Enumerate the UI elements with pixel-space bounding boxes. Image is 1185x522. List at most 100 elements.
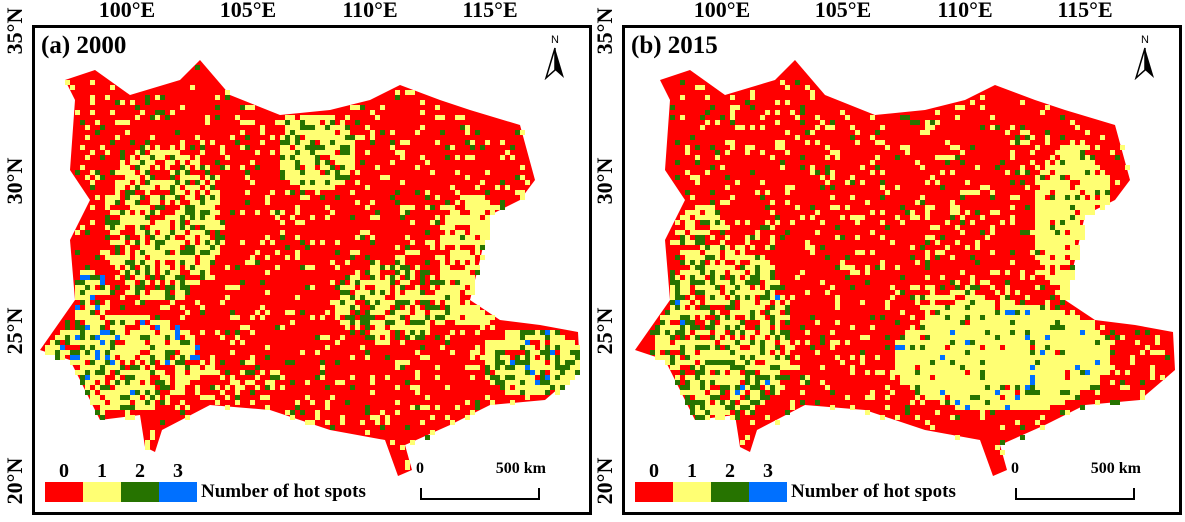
- hotspot-cell: [150, 180, 155, 185]
- hotspot-cell: [275, 370, 280, 375]
- hotspot-cell: [435, 300, 440, 305]
- hotspot-cell: [425, 330, 430, 335]
- hotspot-cell: [115, 255, 120, 260]
- hotspot-cell: [1055, 195, 1060, 200]
- hotspot-cell: [1035, 225, 1040, 230]
- hotspot-cell: [730, 140, 735, 145]
- hotspot-cell: [125, 265, 130, 270]
- hotspot-cell: [1010, 320, 1015, 325]
- hotspot-cell: [140, 375, 145, 380]
- hotspot-cell: [205, 185, 210, 190]
- hotspot-cell: [500, 340, 505, 345]
- hotspot-cell: [180, 385, 185, 390]
- hotspot-cell: [145, 390, 150, 395]
- hotspot-cell: [485, 350, 490, 355]
- hotspot-cell: [445, 415, 450, 420]
- hotspot-cell: [950, 280, 955, 285]
- hotspot-cell: [540, 330, 545, 335]
- hotspot-cell: [325, 140, 330, 145]
- hotspot-cell: [330, 170, 335, 175]
- hotspot-cell: [535, 390, 540, 395]
- hotspot-cell: [540, 385, 545, 390]
- hotspot-cell: [170, 190, 175, 195]
- hotspot-cell: [780, 285, 785, 290]
- hotspot-cell: [135, 405, 140, 410]
- hotspot-cell: [1040, 235, 1045, 240]
- hotspot-cell: [160, 375, 165, 380]
- hotspot-cell: [825, 155, 830, 160]
- hotspot-cell: [205, 120, 210, 125]
- hotspot-cell: [1045, 165, 1050, 170]
- hotspot-cell: [445, 200, 450, 205]
- hotspot-cell: [190, 215, 195, 220]
- hotspot-cell: [895, 265, 900, 270]
- hotspot-cell: [75, 280, 80, 285]
- hotspot-cell: [850, 135, 855, 140]
- hotspot-cell: [480, 220, 485, 225]
- hotspot-cell: [280, 385, 285, 390]
- hotspot-cell: [155, 280, 160, 285]
- hotspot-cell: [315, 130, 320, 135]
- hotspot-cell: [135, 345, 140, 350]
- hotspot-cell: [1040, 215, 1045, 220]
- hotspot-cell: [100, 390, 105, 395]
- hotspot-cell: [145, 160, 150, 165]
- hotspot-cell: [1095, 175, 1100, 180]
- hotspot-cell: [1065, 215, 1070, 220]
- hotspot-cell: [425, 315, 430, 320]
- hotspot-cell: [685, 290, 690, 295]
- hotspot-cell: [120, 210, 125, 215]
- hotspot-cell: [315, 190, 320, 195]
- hotspot-cell: [870, 135, 875, 140]
- hotspot-cell: [95, 395, 100, 400]
- hotspot-cell: [850, 285, 855, 290]
- hotspot-cell: [550, 330, 555, 335]
- hotspot-cell: [185, 415, 190, 420]
- hotspot-cell: [1080, 150, 1085, 155]
- hotspot-cell: [1010, 195, 1015, 200]
- hotspot-cell: [1065, 315, 1070, 320]
- hotspot-cell: [100, 320, 105, 325]
- hotspot-cell: [190, 365, 195, 370]
- hotspot-cell: [745, 300, 750, 305]
- hotspot-cell: [475, 310, 480, 315]
- hotspot-cell: [155, 320, 160, 325]
- hotspot-cell: [100, 375, 105, 380]
- hotspot-cell: [195, 265, 200, 270]
- hotspot-cell: [680, 305, 685, 310]
- hotspot-cell: [110, 405, 115, 410]
- hotspot-cell: [710, 205, 715, 210]
- hotspot-cell: [400, 210, 405, 215]
- hotspot-cell: [445, 280, 450, 285]
- hotspot-cell: [150, 255, 155, 260]
- hotspot-cell: [155, 295, 160, 300]
- hotspot-cell: [415, 315, 420, 320]
- hotspot-cell: [395, 260, 400, 265]
- hotspot-cell: [575, 355, 580, 360]
- hotspot-cell: [370, 380, 375, 385]
- hotspot-cell: [85, 355, 90, 360]
- hotspot-cell: [90, 100, 95, 105]
- hotspot-cell: [470, 235, 475, 240]
- hotspot-cell: [465, 320, 470, 325]
- hotspot-cell: [315, 180, 320, 185]
- hotspot-cell: [445, 145, 450, 150]
- hotspot-cell: [1080, 230, 1085, 235]
- hotspot-cell: [75, 325, 80, 330]
- hotspot-cell: [130, 285, 135, 290]
- hotspot-cell: [775, 315, 780, 320]
- hotspot-cell: [90, 370, 95, 375]
- hotspot-cell: [890, 285, 895, 290]
- hotspot-cell: [295, 295, 300, 300]
- hotspot-cell: [690, 310, 695, 315]
- hotspot-cell: [345, 310, 350, 315]
- hotspot-cell: [725, 280, 730, 285]
- hotspot-cell: [735, 270, 740, 275]
- hotspot-cell: [85, 280, 90, 285]
- hotspot-cell: [1035, 145, 1040, 150]
- hotspot-cell: [125, 335, 130, 340]
- hotspot-cell: [360, 315, 365, 320]
- hotspot-cell: [520, 345, 525, 350]
- hotspot-cell: [570, 340, 575, 345]
- hotspot-cell: [425, 405, 430, 410]
